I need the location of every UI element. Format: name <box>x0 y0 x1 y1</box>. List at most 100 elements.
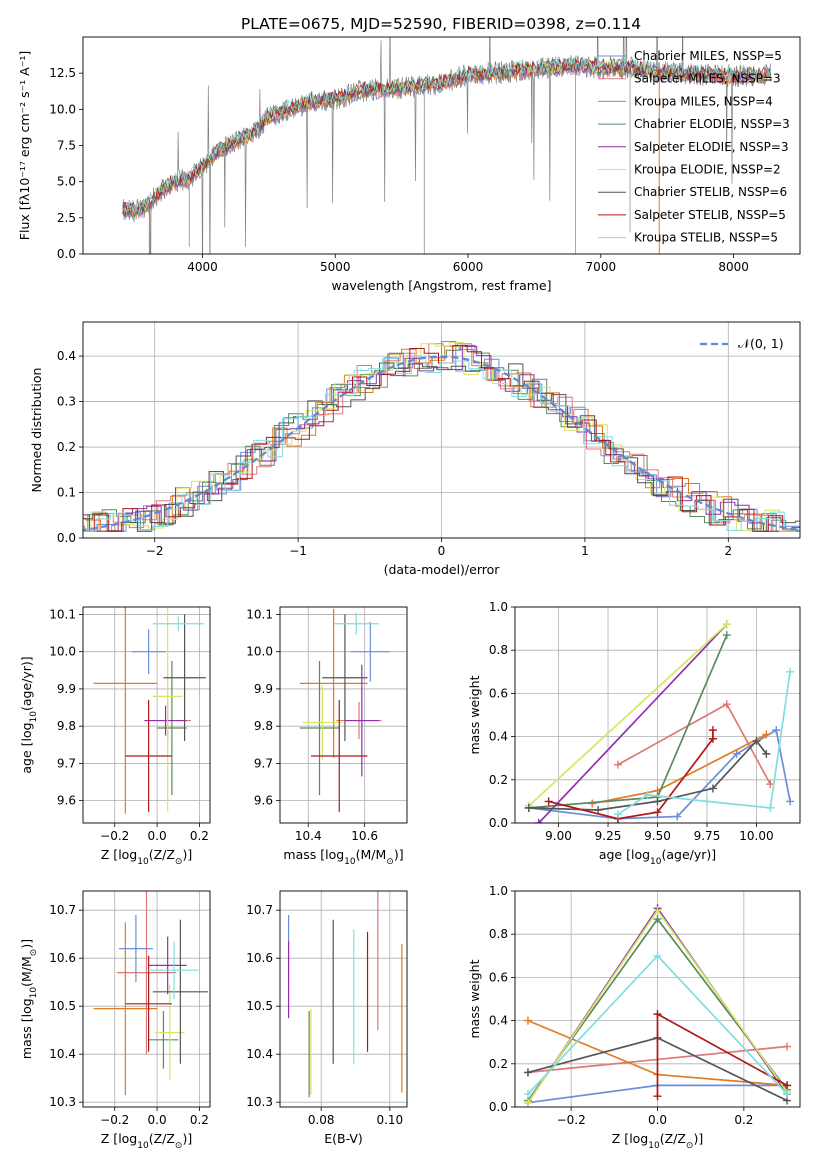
x-tick-label: 0.10 <box>376 1113 403 1127</box>
y-tick-label: 10.1 <box>246 607 273 621</box>
y-tick-label: 9.6 <box>254 794 273 808</box>
data-point <box>653 808 662 817</box>
data-point <box>673 812 682 821</box>
data-point <box>762 749 771 758</box>
x-tick-label: −1 <box>289 544 307 558</box>
x-axis-label: age [log10(age/yr)] <box>599 847 716 867</box>
y-axis-label: mass [log10(M/M⊙)] <box>19 939 39 1059</box>
panel-z_age: −0.2 0.0 0.2 9.6 9.7 9.8 9.9 10.0 10.1 Z [log10(Z… <box>19 606 211 867</box>
y-tick-label: 9.7 <box>57 756 76 770</box>
y-tick-label: 10.4 <box>49 1047 76 1061</box>
y-tick-label: 0.1 <box>57 486 76 500</box>
y-tick-label: 0.6 <box>489 970 508 984</box>
y-tick-label: 0.0 <box>489 816 508 830</box>
x-tick-label: 10.4 <box>295 829 322 843</box>
histogram-step <box>83 343 800 532</box>
data-point <box>653 1092 662 1101</box>
legend-entry: Chabrier ELODIE, NSSP=3 <box>634 117 790 131</box>
data-point <box>594 806 603 815</box>
y-tick-label: 10.5 <box>49 999 76 1013</box>
data-point <box>523 1098 532 1107</box>
y-tick-label: 12.5 <box>49 66 76 80</box>
x-axis-label: (data-model)/error <box>384 562 501 577</box>
x-tick-label: 5000 <box>320 260 351 274</box>
data-point <box>653 951 662 960</box>
data-point <box>653 797 662 806</box>
spectrum-model-line <box>122 56 772 213</box>
y-axis-label: Flux [fλ10⁻¹⁷ erg cm⁻² s⁻¹ A⁻¹] <box>17 51 32 240</box>
data-point <box>653 1010 662 1019</box>
y-axis-label: mass weight <box>467 675 482 754</box>
panel-ebv_mass: 0.08 0.10 10.3 10.4 10.5 10.6 10.7 E(B-V) <box>246 890 408 1146</box>
x-tick-label: 0.0 <box>148 1113 167 1127</box>
x-tick-label: 6000 <box>453 260 484 274</box>
y-tick-label: 10.6 <box>246 951 273 965</box>
spectrum-model-line <box>122 57 772 214</box>
x-tick-label: 0.08 <box>308 1113 335 1127</box>
x-tick-label: 0.0 <box>648 1113 667 1127</box>
plot-area <box>93 607 206 814</box>
y-tick-label: 10.3 <box>49 1095 76 1109</box>
y-tick-label: 0.0 <box>57 531 76 545</box>
y-tick-label: 5.0 <box>57 175 76 189</box>
y-tick-label: 0.8 <box>489 927 508 941</box>
data-point <box>643 790 652 799</box>
x-tick-label: 0.0 <box>148 829 167 843</box>
data-point <box>653 906 662 915</box>
y-tick-label: 9.9 <box>57 682 76 696</box>
y-tick-label: 10.1 <box>49 607 76 621</box>
data-point <box>708 734 717 743</box>
x-tick-label: 2 <box>724 544 732 558</box>
x-tick-label: −0.2 <box>100 829 129 843</box>
axes-frame <box>514 606 801 824</box>
y-axis-label: mass weight <box>467 959 482 1038</box>
series-line <box>528 623 728 807</box>
y-tick-label: 9.6 <box>57 794 76 808</box>
y-tick-label: 0.2 <box>57 440 76 454</box>
legend: Chabrier MILES, NSSP=5 Salpeter MILES, NS… <box>598 49 790 245</box>
x-axis-label: mass [log10(M/M⊙)] <box>283 847 403 867</box>
series-line <box>528 739 768 811</box>
y-tick-label: 10.0 <box>49 102 76 116</box>
y-tick-label: 0.3 <box>57 395 76 409</box>
y-tick-label: 10.6 <box>49 951 76 965</box>
data-point <box>732 749 741 758</box>
x-tick-label: 0 <box>438 544 446 558</box>
y-tick-label: 10.0 <box>49 645 76 659</box>
panel-age_massweight: 9.00 9.25 9.50 9.75 10.00 0.0 0.2 0.4 0.6 0.8 1.0 a… <box>467 600 801 867</box>
x-tick-label: 10.00 <box>739 829 773 843</box>
x-tick-label: −2 <box>146 544 164 558</box>
plot-area <box>122 37 772 254</box>
x-axis-label: Z [log10(Z/Z⊙)] <box>101 847 192 867</box>
y-tick-label: 1.0 <box>489 600 508 614</box>
histogram-step <box>83 356 800 532</box>
histogram-step <box>83 341 800 532</box>
spectrum-data-line <box>122 37 772 254</box>
data-point <box>752 736 761 745</box>
y-tick-label: 0.4 <box>57 349 76 363</box>
axes-frame <box>82 321 801 539</box>
axes-frame <box>279 606 408 824</box>
panel-z_massweight: −0.2 0.0 0.2 0.0 0.2 0.4 0.6 0.8 1.0 Z [log10(Z/Z… <box>467 884 801 1151</box>
legend-entry: Kroupa STELIB, NSSP=5 <box>634 231 778 245</box>
data-point <box>613 810 622 819</box>
figure-title: PLATE=0675, MJD=52590, FIBERID=0398, z=0… <box>241 15 641 33</box>
y-axis-label: age [log10(age/yr)] <box>19 656 39 773</box>
histogram-step <box>83 362 800 532</box>
data-point <box>708 726 717 735</box>
data-point <box>544 797 553 806</box>
y-tick-label: 1.0 <box>489 884 508 898</box>
plot-area <box>524 620 795 823</box>
data-point <box>702 797 711 806</box>
y-tick-label: 7.5 <box>57 139 76 153</box>
panel-spectrum: 4000 5000 6000 7000 8000 0.0 2.5 5.0 7.5 10.0 12.5… <box>17 36 801 293</box>
data-point <box>762 730 771 739</box>
data-point <box>722 631 731 640</box>
y-tick-label: 0.0 <box>57 247 76 261</box>
legend-entry: Chabrier STELIB, NSSP=6 <box>634 185 787 199</box>
data-point <box>786 667 795 676</box>
data-point <box>766 803 775 812</box>
axes-frame <box>82 36 801 255</box>
legend-entry: Kroupa MILES, NSSP=4 <box>634 94 773 108</box>
y-tick-label: 10.7 <box>49 903 76 917</box>
